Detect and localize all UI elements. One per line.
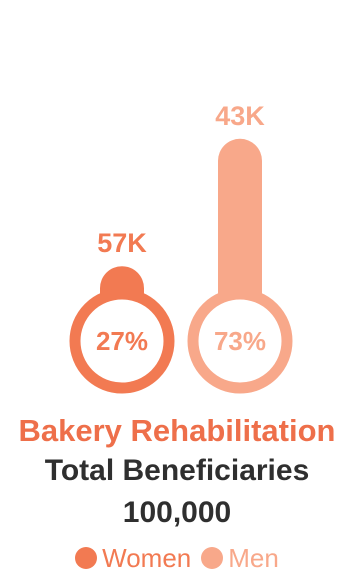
chart-subtitle: Total Beneficiaries <box>44 454 310 487</box>
percent-label-women: 27% <box>96 326 148 356</box>
value-label-men: 43K <box>215 101 265 131</box>
bulb-ring-women <box>69 288 175 394</box>
chart-title: Bakery Rehabilitation <box>18 413 336 448</box>
bulb-fill-women <box>75 294 169 388</box>
legend-label-women: Women <box>102 543 192 573</box>
chart-legend: Women Men <box>0 540 354 576</box>
bulb-fill-men <box>193 294 287 388</box>
legend-dot-women-icon <box>75 547 98 569</box>
thermometer-bar-chart: 27% 57K 73% 43K <box>69 101 293 394</box>
legend-item-men: Men <box>201 543 279 573</box>
chart-canvas: 27% 57K 73% 43K <box>69 101 293 394</box>
bulb-ring-men <box>187 288 293 394</box>
value-label-women: 57K <box>97 228 147 258</box>
legend-dot-men-icon <box>201 547 224 569</box>
legend-label-men: Men <box>228 543 279 573</box>
legend-item-women: Women <box>75 543 191 573</box>
total-beneficiaries-value: 100,000 <box>122 496 232 529</box>
percent-label-men: 73% <box>214 326 266 356</box>
